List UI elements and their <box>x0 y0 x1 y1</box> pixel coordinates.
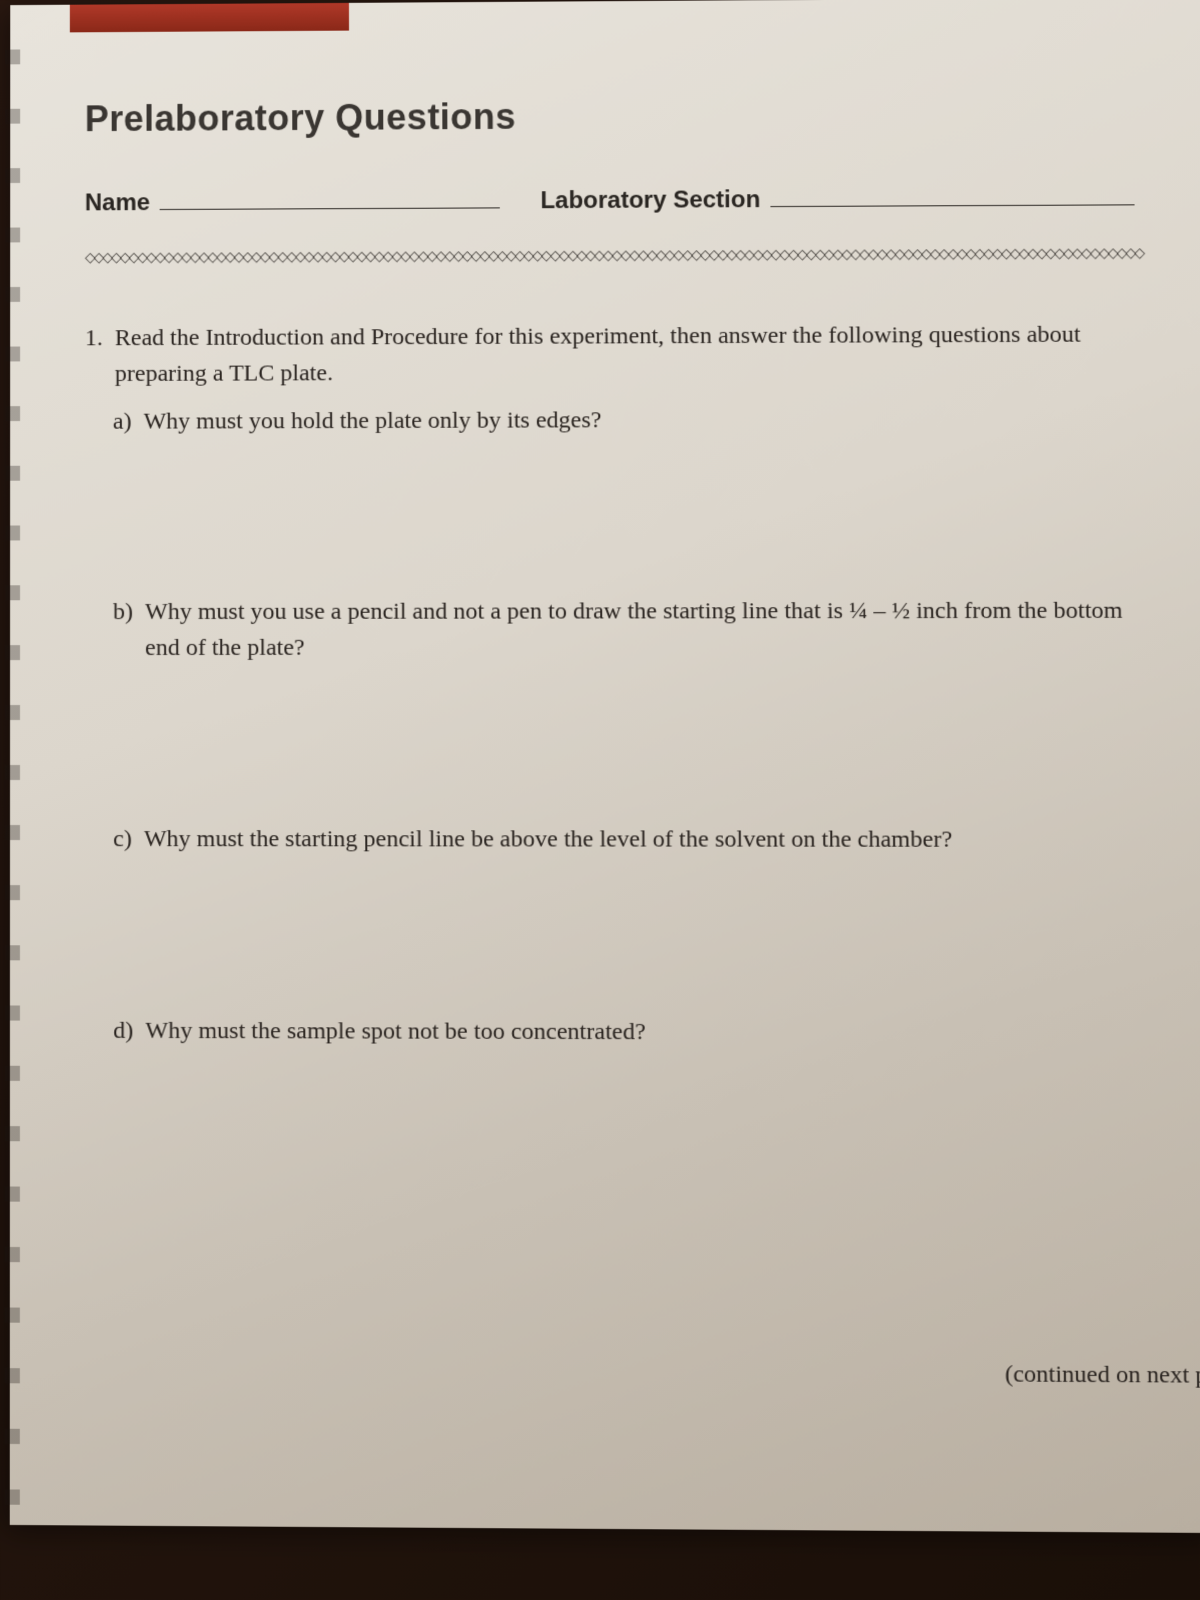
continued-text: (continued on next pa <box>1005 1361 1200 1390</box>
question-1: 1. Read the Introduction and Procedure f… <box>85 316 1164 1051</box>
lab-section-blank-line[interactable] <box>771 204 1135 207</box>
question-letter: a) <box>113 404 132 440</box>
question-1b: b) Why must you use a pencil and not a p… <box>113 593 1160 666</box>
question-letter: d) <box>113 1013 133 1049</box>
question-1-main: 1. Read the Introduction and Procedure f… <box>85 316 1158 392</box>
question-1-text: Read the Introduction and Procedure for … <box>115 316 1158 392</box>
question-letter: c) <box>113 821 132 857</box>
question-1a-text: Why must you hold the plate only by its … <box>143 401 1158 440</box>
question-1c-text: Why must the starting pencil line be abo… <box>144 821 1162 858</box>
name-section-row: Name Laboratory Section <box>85 184 1156 217</box>
red-header-tab <box>70 3 349 32</box>
question-letter: b) <box>113 594 133 666</box>
question-1d-text: Why must the sample spot not be too conc… <box>145 1013 1164 1052</box>
question-1c: c) Why must the starting pencil line be … <box>113 821 1162 858</box>
page-title: Prelaboratory Questions <box>85 92 1155 140</box>
question-1a: a) Why must you hold the plate only by i… <box>113 401 1158 440</box>
name-label: Name <box>85 189 150 217</box>
name-blank-line[interactable] <box>160 207 500 210</box>
worksheet-page: Prelaboratory Questions Name Laboratory … <box>10 0 1200 1533</box>
question-1d: d) Why must the sample spot not be too c… <box>113 1013 1164 1052</box>
lab-section-label: Laboratory Section <box>540 186 760 215</box>
question-1b-text: Why must you use a pencil and not a pen … <box>145 593 1160 666</box>
spiral-binding <box>5 5 20 1525</box>
diamond-divider: ◇◇◇◇◇◇◇◇◇◇◇◇◇◇◇◇◇◇◇◇◇◇◇◇◇◇◇◇◇◇◇◇◇◇◇◇◇◇◇◇… <box>85 247 1157 266</box>
question-number: 1. <box>85 320 103 392</box>
page-content: Prelaboratory Questions Name Laboratory … <box>10 0 1200 1052</box>
